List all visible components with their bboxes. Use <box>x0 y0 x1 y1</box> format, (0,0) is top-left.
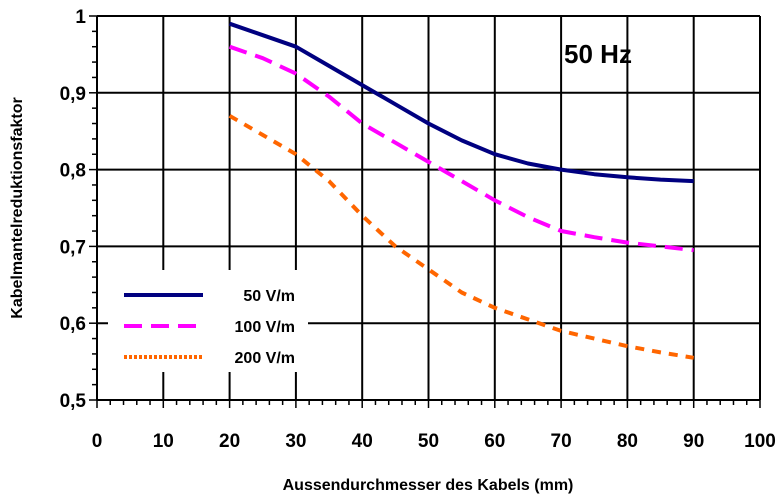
x-tick-label: 50 <box>418 431 439 452</box>
x-tick-label: 70 <box>551 431 572 452</box>
x-tick-label: 20 <box>219 431 240 452</box>
series-line <box>228 114 695 360</box>
x-tick-label: 30 <box>285 431 306 452</box>
series-line <box>228 44 694 253</box>
x-tick-label: 0 <box>92 431 103 452</box>
x-tick-label: 80 <box>617 431 638 452</box>
legend: 50 V/m 100 V/m 200 V/m <box>124 288 295 367</box>
y-tick-label: 1 <box>75 7 86 28</box>
x-tick-label: 100 <box>744 431 776 452</box>
y-axis-title: Kabelmantelreduktionsfaktor <box>9 97 26 318</box>
y-tick-label: 0,5 <box>60 391 87 412</box>
legend-label: 100 V/m <box>235 319 295 336</box>
y-tick-label: 0,6 <box>60 314 86 335</box>
x-tick-label: 40 <box>352 431 373 452</box>
y-tick-label: 0,8 <box>60 161 86 182</box>
chart-annotation: 50 Hz <box>564 39 632 69</box>
y-tick-label: 0,9 <box>60 84 86 105</box>
legend-label: 50 V/m <box>243 288 295 305</box>
series-line <box>228 21 694 184</box>
series-layer <box>228 21 695 360</box>
x-tick-label: 60 <box>484 431 505 452</box>
y-tick-label: 0,7 <box>60 237 86 258</box>
tick-labels: 0 10 20 30 40 50 60 70 80 90 100 0,5 0,6 0,7 0,8 0,9 1 <box>60 7 776 452</box>
x-tick-label: 10 <box>153 431 174 452</box>
legend-label: 200 V/m <box>235 350 295 367</box>
x-axis-title: Aussendurchmesser des Kabels (mm) <box>283 477 574 494</box>
axes <box>89 15 761 408</box>
x-tick-label: 90 <box>683 431 704 452</box>
